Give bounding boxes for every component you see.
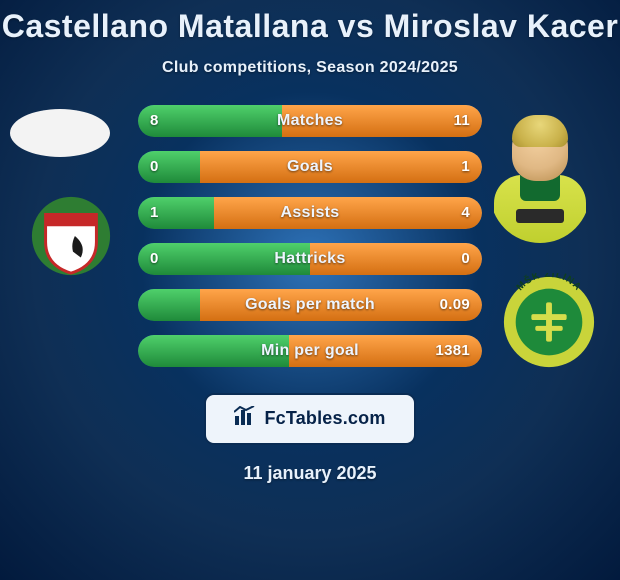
chart-icon — [234, 406, 256, 431]
stat-label: Hattricks — [138, 243, 482, 275]
stat-row: 811Matches — [138, 105, 482, 137]
page-title: Castellano Matallana vs Miroslav Kacer — [0, 8, 620, 45]
stat-row: 01Goals — [138, 151, 482, 183]
stat-row: 1381Min per goal — [138, 335, 482, 367]
stat-label: Assists — [138, 197, 482, 229]
page-subtitle: Club competitions, Season 2024/2025 — [0, 59, 620, 77]
stat-label: Goals per match — [138, 289, 482, 321]
fctables-badge[interactable]: FcTables.com — [204, 393, 416, 445]
stat-label: Min per goal — [138, 335, 482, 367]
stat-row: 14Assists — [138, 197, 482, 229]
stat-bars: 811Matches 01Goals 14Assists 00Hattricks 0.0… — [138, 105, 482, 381]
player-left-avatar — [10, 109, 110, 157]
stat-label: Goals — [138, 151, 482, 183]
club-crest-right: MŠK ŽILINA — [500, 279, 598, 365]
footer-date: 11 january 2025 — [243, 463, 376, 484]
stat-label: Matches — [138, 105, 482, 137]
svg-text:1.FC TATRAN: 1.FC TATRAN — [41, 193, 100, 195]
fctables-badge-text: FcTables.com — [264, 408, 385, 429]
stat-row: 00Hattricks — [138, 243, 482, 275]
stat-row: 0.09Goals per match — [138, 289, 482, 321]
club-crest-left: 1.FC TATRAN — [22, 193, 120, 279]
player-right-avatar — [490, 113, 590, 243]
crest-left-text: 1.FC TATRAN — [41, 193, 100, 195]
